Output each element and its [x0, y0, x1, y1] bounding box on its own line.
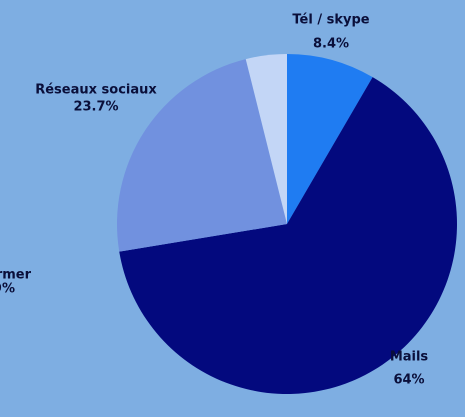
pie-slice [117, 59, 287, 252]
slice-label: rmer [0, 268, 32, 283]
pie-slice [119, 77, 457, 394]
slice-label: Réseaux sociaux [35, 83, 157, 98]
slice-value-label: 23.7% [73, 100, 118, 115]
pie-slice [245, 54, 287, 224]
slice-label: Tél / skype [292, 13, 369, 28]
pie-slice [287, 54, 373, 224]
slice-value-label: 8.4% [313, 37, 349, 52]
slice-label: Mails [390, 350, 429, 365]
slice-value-label: 3.9% [0, 282, 15, 297]
slice-value-label: 64% [393, 373, 424, 388]
